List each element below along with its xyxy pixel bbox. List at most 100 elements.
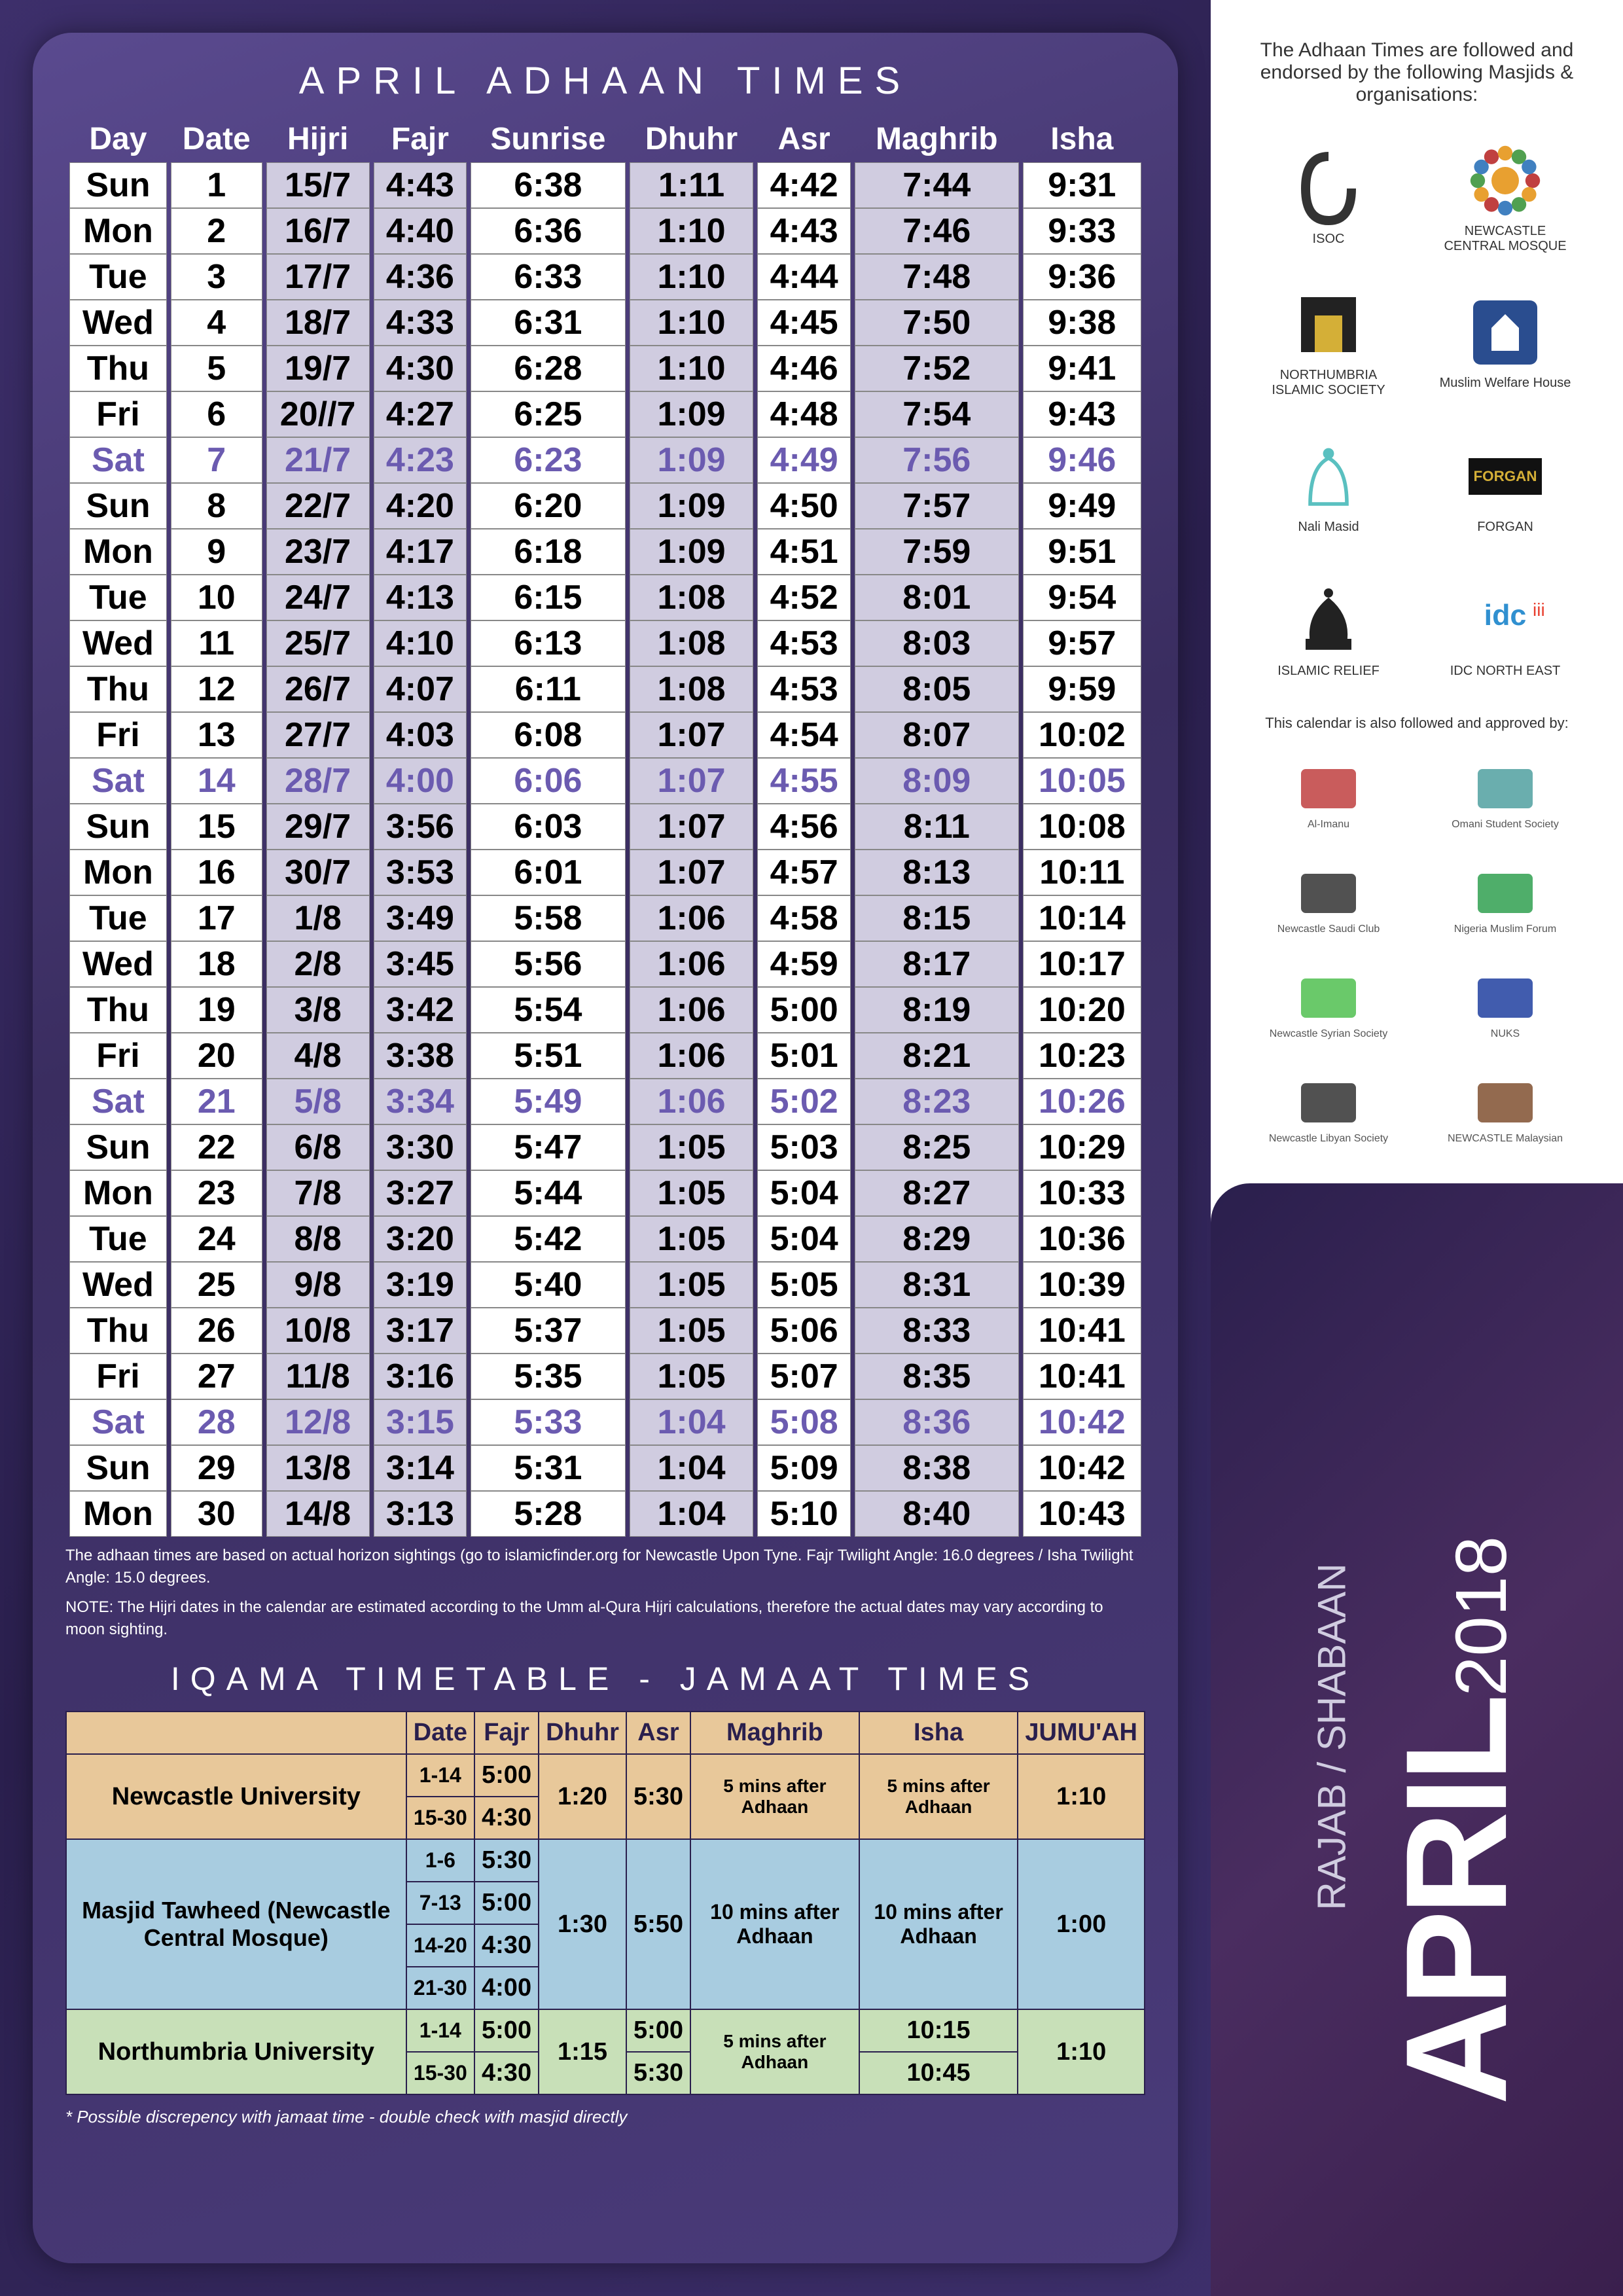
adhaan-cell: 1:09 bbox=[630, 483, 754, 529]
adhaan-cell: 5:31 bbox=[471, 1445, 625, 1491]
logo-label: ISOC bbox=[1313, 232, 1345, 247]
adhaan-cell: Mon bbox=[69, 529, 167, 575]
adhaan-cell: 19 bbox=[171, 987, 262, 1033]
iqama-header: Fajr bbox=[474, 1712, 539, 1754]
adhaan-row: Tue248/83:205:421:055:048:2910:36 bbox=[69, 1216, 1141, 1262]
iqama-cell: 10:45 bbox=[859, 2052, 1018, 2094]
adhaan-cell: 12/8 bbox=[266, 1399, 370, 1445]
iqama-cell: 1-6 bbox=[406, 1839, 474, 1882]
iqama-cell: 4:30 bbox=[474, 1797, 539, 1839]
small-logo-label: Nigeria Muslim Forum bbox=[1454, 924, 1556, 935]
adhaan-cell: 5:58 bbox=[471, 895, 625, 941]
adhaan-cell: 3:16 bbox=[374, 1354, 467, 1399]
small-logo-item: Newcastle Saudi Club bbox=[1263, 856, 1394, 941]
adhaan-cell: Sun bbox=[69, 804, 167, 850]
adhaan-cell: 5/8 bbox=[266, 1079, 370, 1124]
adhaan-cell: 4:42 bbox=[757, 162, 850, 208]
main-card: APRIL ADHAAN TIMES DayDateHijriFajrSunri… bbox=[33, 33, 1178, 2263]
small-logo-icon bbox=[1289, 757, 1368, 816]
adhaan-row: Wed182/83:455:561:064:598:1710:17 bbox=[69, 941, 1141, 987]
adhaan-cell: 7:50 bbox=[855, 300, 1019, 346]
adhaan-cell: 27 bbox=[171, 1354, 262, 1399]
adhaan-cell: 5:54 bbox=[471, 987, 625, 1033]
adhaan-cell: 2/8 bbox=[266, 941, 370, 987]
adhaan-cell: 23 bbox=[171, 1170, 262, 1216]
adhaan-cell: 7:54 bbox=[855, 391, 1019, 437]
logo-label: Muslim Welfare House bbox=[1440, 376, 1571, 391]
adhaan-cell: 8:11 bbox=[855, 804, 1019, 850]
adhaan-cell: 5:03 bbox=[757, 1124, 850, 1170]
small-logo-icon bbox=[1466, 757, 1544, 816]
adhaan-header: Hijri bbox=[266, 116, 370, 162]
iqama-cell: Northumbria University bbox=[66, 2009, 406, 2094]
adhaan-cell: 3 bbox=[171, 254, 262, 300]
iqama-header: Maghrib bbox=[690, 1712, 859, 1754]
adhaan-cell: 15/7 bbox=[266, 162, 370, 208]
adhaan-cell: 3:20 bbox=[374, 1216, 467, 1262]
adhaan-row: Thu1226/74:076:111:084:538:059:59 bbox=[69, 666, 1141, 712]
endorsed-text: The Adhaan Times are followed and endors… bbox=[1211, 0, 1623, 126]
adhaan-cell: 4:27 bbox=[374, 391, 467, 437]
adhaan-cell: 9:54 bbox=[1023, 575, 1141, 620]
adhaan-cell: 4:45 bbox=[757, 300, 850, 346]
adhaan-cell: 3:53 bbox=[374, 850, 467, 895]
adhaan-cell: 24/7 bbox=[266, 575, 370, 620]
adhaan-row: Sun2913/83:145:311:045:098:3810:42 bbox=[69, 1445, 1141, 1491]
adhaan-cell: 7:48 bbox=[855, 254, 1019, 300]
adhaan-cell: 12 bbox=[171, 666, 262, 712]
adhaan-cell: 8:15 bbox=[855, 895, 1019, 941]
adhaan-cell: Fri bbox=[69, 391, 167, 437]
iqama-cell: 15-30 bbox=[406, 1797, 474, 1839]
adhaan-cell: 16/7 bbox=[266, 208, 370, 254]
adhaan-cell: 26 bbox=[171, 1308, 262, 1354]
small-logo-item: NUKS bbox=[1440, 961, 1571, 1046]
adhaan-cell: 6:36 bbox=[471, 208, 625, 254]
small-logo-item: Newcastle Libyan Society bbox=[1263, 1066, 1394, 1151]
adhaan-cell: 1:08 bbox=[630, 575, 754, 620]
adhaan-cell: 5 bbox=[171, 346, 262, 391]
adhaan-cell: 1:08 bbox=[630, 620, 754, 666]
adhaan-cell: 5:05 bbox=[757, 1262, 850, 1308]
adhaan-cell: Sun bbox=[69, 1124, 167, 1170]
adhaan-cell: 4:59 bbox=[757, 941, 850, 987]
adhaan-cell: 8:25 bbox=[855, 1124, 1019, 1170]
adhaan-cell: 9:57 bbox=[1023, 620, 1141, 666]
iqama-cell: 1:10 bbox=[1018, 1754, 1145, 1839]
adhaan-header: Isha bbox=[1023, 116, 1141, 162]
adhaan-cell: 1/8 bbox=[266, 895, 370, 941]
adhaan-cell: 10:05 bbox=[1023, 758, 1141, 804]
adhaan-cell: 10:39 bbox=[1023, 1262, 1141, 1308]
iqama-cell: 5:00 bbox=[474, 2009, 539, 2052]
adhaan-cell: 1:07 bbox=[630, 850, 754, 895]
adhaan-cell: 3:30 bbox=[374, 1124, 467, 1170]
adhaan-cell: 21 bbox=[171, 1079, 262, 1124]
adhaan-cell: 13 bbox=[171, 712, 262, 758]
adhaan-cell: 8:03 bbox=[855, 620, 1019, 666]
adhaan-cell: 6:38 bbox=[471, 162, 625, 208]
adhaan-cell: 5:09 bbox=[757, 1445, 850, 1491]
adhaan-cell: 3:56 bbox=[374, 804, 467, 850]
adhaan-cell: 4:13 bbox=[374, 575, 467, 620]
adhaan-cell: Thu bbox=[69, 1308, 167, 1354]
iqama-cell: 5:00 bbox=[626, 2009, 690, 2052]
adhaan-cell: 5:28 bbox=[471, 1491, 625, 1537]
adhaan-cell: 4:07 bbox=[374, 666, 467, 712]
adhaan-cell: Wed bbox=[69, 941, 167, 987]
iqama-cell: 15-30 bbox=[406, 2052, 474, 2094]
adhaan-cell: Fri bbox=[69, 712, 167, 758]
adhaan-header: Date bbox=[171, 116, 262, 162]
adhaan-cell: 6:15 bbox=[471, 575, 625, 620]
adhaan-cell: 6:08 bbox=[471, 712, 625, 758]
adhaan-cell: 5:51 bbox=[471, 1033, 625, 1079]
adhaan-cell: 5:49 bbox=[471, 1079, 625, 1124]
adhaan-header: Sunrise bbox=[471, 116, 625, 162]
adhaan-cell: 17/7 bbox=[266, 254, 370, 300]
adhaan-row: Thu2610/83:175:371:055:068:3310:41 bbox=[69, 1308, 1141, 1354]
adhaan-cell: 6:23 bbox=[471, 437, 625, 483]
adhaan-cell: 9 bbox=[171, 529, 262, 575]
svg-text:idc: idc bbox=[1484, 599, 1527, 632]
adhaan-cell: 8:33 bbox=[855, 1308, 1019, 1354]
adhaan-cell: 9:41 bbox=[1023, 346, 1141, 391]
adhaan-row: Sat215/83:345:491:065:028:2310:26 bbox=[69, 1079, 1141, 1124]
adhaan-cell: 7:44 bbox=[855, 162, 1019, 208]
